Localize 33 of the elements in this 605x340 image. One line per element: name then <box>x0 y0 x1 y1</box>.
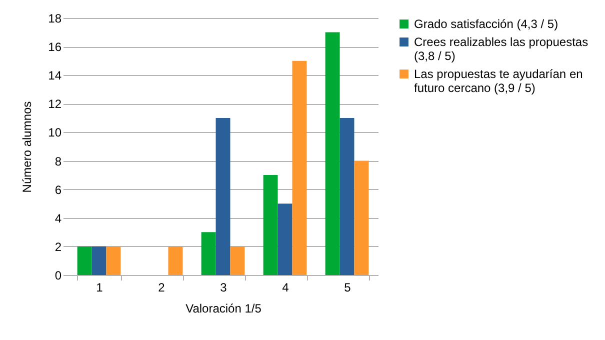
bar <box>106 246 121 275</box>
x-tick-label: 5 <box>344 280 352 294</box>
x-tick-label: 3 <box>220 280 228 294</box>
y-tick-label: 14 <box>48 68 62 83</box>
y-tick-label: 4 <box>54 211 62 226</box>
bar <box>216 118 230 275</box>
bar <box>168 246 183 275</box>
y-tick-label: 12 <box>48 97 62 112</box>
y-tick-label: 10 <box>48 126 62 140</box>
bar <box>201 232 216 275</box>
bar <box>354 160 369 275</box>
y-tick-label: 8 <box>54 154 62 168</box>
bar <box>292 60 307 275</box>
bar <box>263 175 278 275</box>
legend-label: Crees realizables las propuestas (3,8 / 5) <box>414 35 588 63</box>
bar <box>92 246 106 275</box>
y-tick-label: 0 <box>54 268 62 282</box>
bar <box>340 118 354 275</box>
y-tick-label: 18 <box>48 12 62 26</box>
x-tick-label: 1 <box>96 280 104 294</box>
legend-label: Grado satisfacción (4,3 / 5) <box>414 17 558 31</box>
y-tick-label: 2 <box>54 240 62 254</box>
bar <box>77 246 92 275</box>
bar <box>278 204 292 275</box>
x-tick-label: 4 <box>282 280 290 294</box>
x-tick-label: 2 <box>158 280 166 294</box>
y-tick-label: 16 <box>48 40 62 54</box>
bar <box>325 32 340 275</box>
y-axis-title: Número alumnos <box>20 101 34 193</box>
bar <box>230 246 245 275</box>
x-axis-title: Valoración 1/5 <box>186 302 262 316</box>
y-tick-label: 6 <box>54 182 62 197</box>
legend-label: Las propuestas te ayudarían en futuro cercano (3,9 / 5) <box>414 67 583 95</box>
